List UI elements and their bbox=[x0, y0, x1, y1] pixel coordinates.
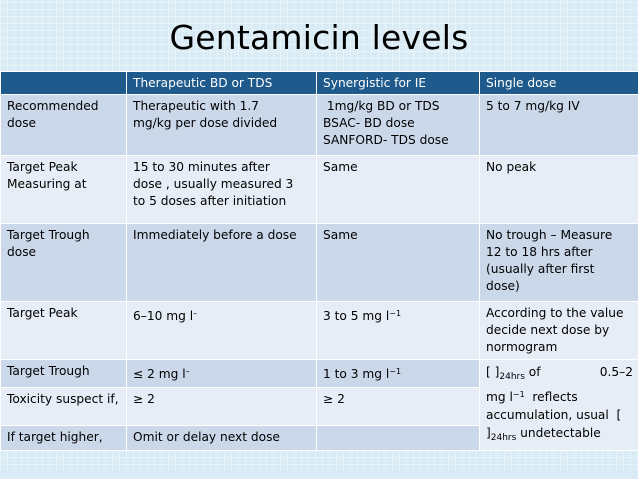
cell-line: decide next dose by bbox=[486, 323, 610, 337]
table-row: Recommended dose Therapeutic with 1.7 mg… bbox=[0, 94, 638, 156]
cell-value: ≥ 2 bbox=[133, 391, 155, 406]
merged-text: ] bbox=[486, 426, 491, 440]
cell-line: Same bbox=[323, 160, 358, 174]
row-label-target-trough: Target Trough bbox=[0, 359, 127, 388]
cell-line: ]24hrs undetectable bbox=[486, 424, 633, 447]
cell-single-dose-merged: [ ]24hrs of 0.5–2 mg l−1 reflects accumu… bbox=[479, 359, 638, 451]
subscript: 24hrs bbox=[499, 372, 525, 382]
cell-line: normogram bbox=[486, 340, 558, 354]
cell-value: 6–10 mg l bbox=[133, 309, 194, 323]
cell-line: 5 to 7 mg/kg IV bbox=[486, 99, 580, 113]
cell-therapeutic: ≥ 2 bbox=[126, 386, 317, 427]
cell-line: No trough – Measure bbox=[486, 228, 613, 242]
cell-line: According to the value bbox=[486, 306, 624, 320]
cell-synergistic bbox=[316, 425, 480, 451]
table-row: If target higher, Omit or delay next dos… bbox=[0, 425, 638, 451]
superscript: – bbox=[185, 367, 190, 376]
merged-text: of bbox=[524, 365, 541, 379]
cell-synergistic: 1 to 3 mg l−1 bbox=[316, 359, 480, 388]
cell-therapeutic: ≤ 2 mg l– bbox=[126, 359, 317, 388]
merged-text: [ ] bbox=[486, 365, 500, 379]
cell-line: mg/kg per dose divided bbox=[133, 116, 278, 130]
cell-therapeutic: Therapeutic with 1.7 mg/kg per dose divi… bbox=[126, 94, 317, 156]
table-row: Target Trough dose Immediately before a … bbox=[0, 223, 638, 302]
merged-part: [ ]24hrs of bbox=[486, 363, 541, 386]
row-label-target-peak-measuring: Target Peak Measuring at bbox=[0, 155, 127, 224]
cell-line: 12 to 18 hrs after bbox=[486, 245, 593, 259]
merged-text: reflects bbox=[524, 390, 578, 404]
cell-line: mg l−1 reflects bbox=[486, 386, 633, 406]
cell-line: accumulation, usual [ bbox=[486, 408, 622, 422]
cell-therapeutic: Immediately before a dose bbox=[126, 223, 317, 302]
cell-line: dose , usually measured 3 bbox=[133, 177, 294, 191]
cell-line: Therapeutic with 1.7 bbox=[133, 99, 259, 113]
cell-line: Immediately before a dose bbox=[133, 228, 297, 242]
cell-single-dose: No trough – Measure 12 to 18 hrs after (… bbox=[479, 223, 638, 302]
slide-bottom-strip bbox=[0, 470, 638, 479]
cell-therapeutic: Omit or delay next dose bbox=[126, 425, 317, 451]
cell-value: ≤ 2 mg l bbox=[133, 367, 186, 381]
header-therapeutic: Therapeutic BD or TDS bbox=[126, 71, 317, 95]
superscript: – bbox=[193, 309, 198, 318]
cell-synergistic: 1mg/kg BD or TDS BSAC- BD dose SANFORD- … bbox=[316, 94, 480, 156]
cell-single-dose: 5 to 7 mg/kg IV bbox=[479, 94, 638, 156]
cell-value: Omit or delay next dose bbox=[133, 430, 280, 445]
cell-line: to 5 doses after initiation bbox=[133, 194, 287, 208]
merged-text: undetectable bbox=[516, 426, 601, 440]
merged-text: mg l bbox=[486, 390, 513, 404]
subscript: 24hrs bbox=[490, 433, 517, 443]
table-row: Target Trough ≤ 2 mg l– 1 to 3 mg l−1 [ … bbox=[0, 359, 638, 451]
cell-line: No peak bbox=[486, 160, 537, 174]
header-single-dose: Single dose bbox=[479, 71, 638, 95]
row-label-toxicity-suspect: Toxicity suspect if, bbox=[0, 386, 127, 427]
cell-line: (usually after first bbox=[486, 262, 595, 276]
cell-synergistic: 3 to 5 mg l−1 bbox=[316, 301, 480, 360]
merged-text: 0.5–2 bbox=[599, 365, 633, 379]
cell-single-dose: According to the value decide next dose … bbox=[479, 301, 638, 360]
cell-single-dose: No peak bbox=[479, 155, 638, 224]
cell-line: [ ]24hrs of 0.5–2 bbox=[486, 363, 633, 386]
cell-line: dose) bbox=[486, 279, 520, 293]
cell-therapeutic: 6–10 mg l– bbox=[126, 301, 317, 360]
cell-value: 1 to 3 mg l bbox=[323, 367, 390, 381]
row-label-target-trough-dose: Target Trough dose bbox=[0, 223, 127, 302]
cell-line: 1mg/kg BD or TDS bbox=[323, 99, 440, 113]
cell-line: BSAC- BD dose bbox=[323, 116, 415, 130]
row-label-target-peak: Target Peak bbox=[0, 301, 127, 360]
cell-therapeutic: 15 to 30 minutes after dose , usually me… bbox=[126, 155, 317, 224]
slide-title: Gentamicin levels bbox=[169, 18, 469, 57]
table-row: Target Peak 6–10 mg l– 3 to 5 mg l−1 Acc… bbox=[0, 301, 638, 360]
superscript: −1 bbox=[512, 390, 525, 399]
superscript: −1 bbox=[389, 309, 402, 318]
header-synergistic: Synergistic for IE bbox=[316, 71, 480, 95]
row-label-if-target-higher: If target higher, bbox=[0, 425, 127, 451]
superscript: −1 bbox=[389, 367, 402, 376]
cell-value: 3 to 5 mg l bbox=[323, 309, 390, 323]
table-row: Toxicity suspect if, ≥ 2 ≥ 2 bbox=[0, 386, 638, 427]
row-label-recommended-dose: Recommended dose bbox=[0, 94, 127, 156]
cell-synergistic: Same bbox=[316, 155, 480, 224]
header-cell-empty bbox=[0, 71, 127, 95]
cell-line: SANFORD- TDS dose bbox=[323, 133, 449, 147]
cell-synergistic: Same bbox=[316, 223, 480, 302]
cell-synergistic: ≥ 2 bbox=[316, 386, 480, 427]
gentamicin-table: Therapeutic BD or TDS Synergistic for IE… bbox=[0, 71, 638, 451]
cell-line: Same bbox=[323, 228, 358, 242]
cell-line: 15 to 30 minutes after bbox=[133, 160, 270, 174]
table-row: Target Peak Measuring at 15 to 30 minute… bbox=[0, 155, 638, 224]
cell-value: ≥ 2 bbox=[323, 391, 345, 406]
header-row: Therapeutic BD or TDS Synergistic for IE… bbox=[0, 71, 638, 95]
